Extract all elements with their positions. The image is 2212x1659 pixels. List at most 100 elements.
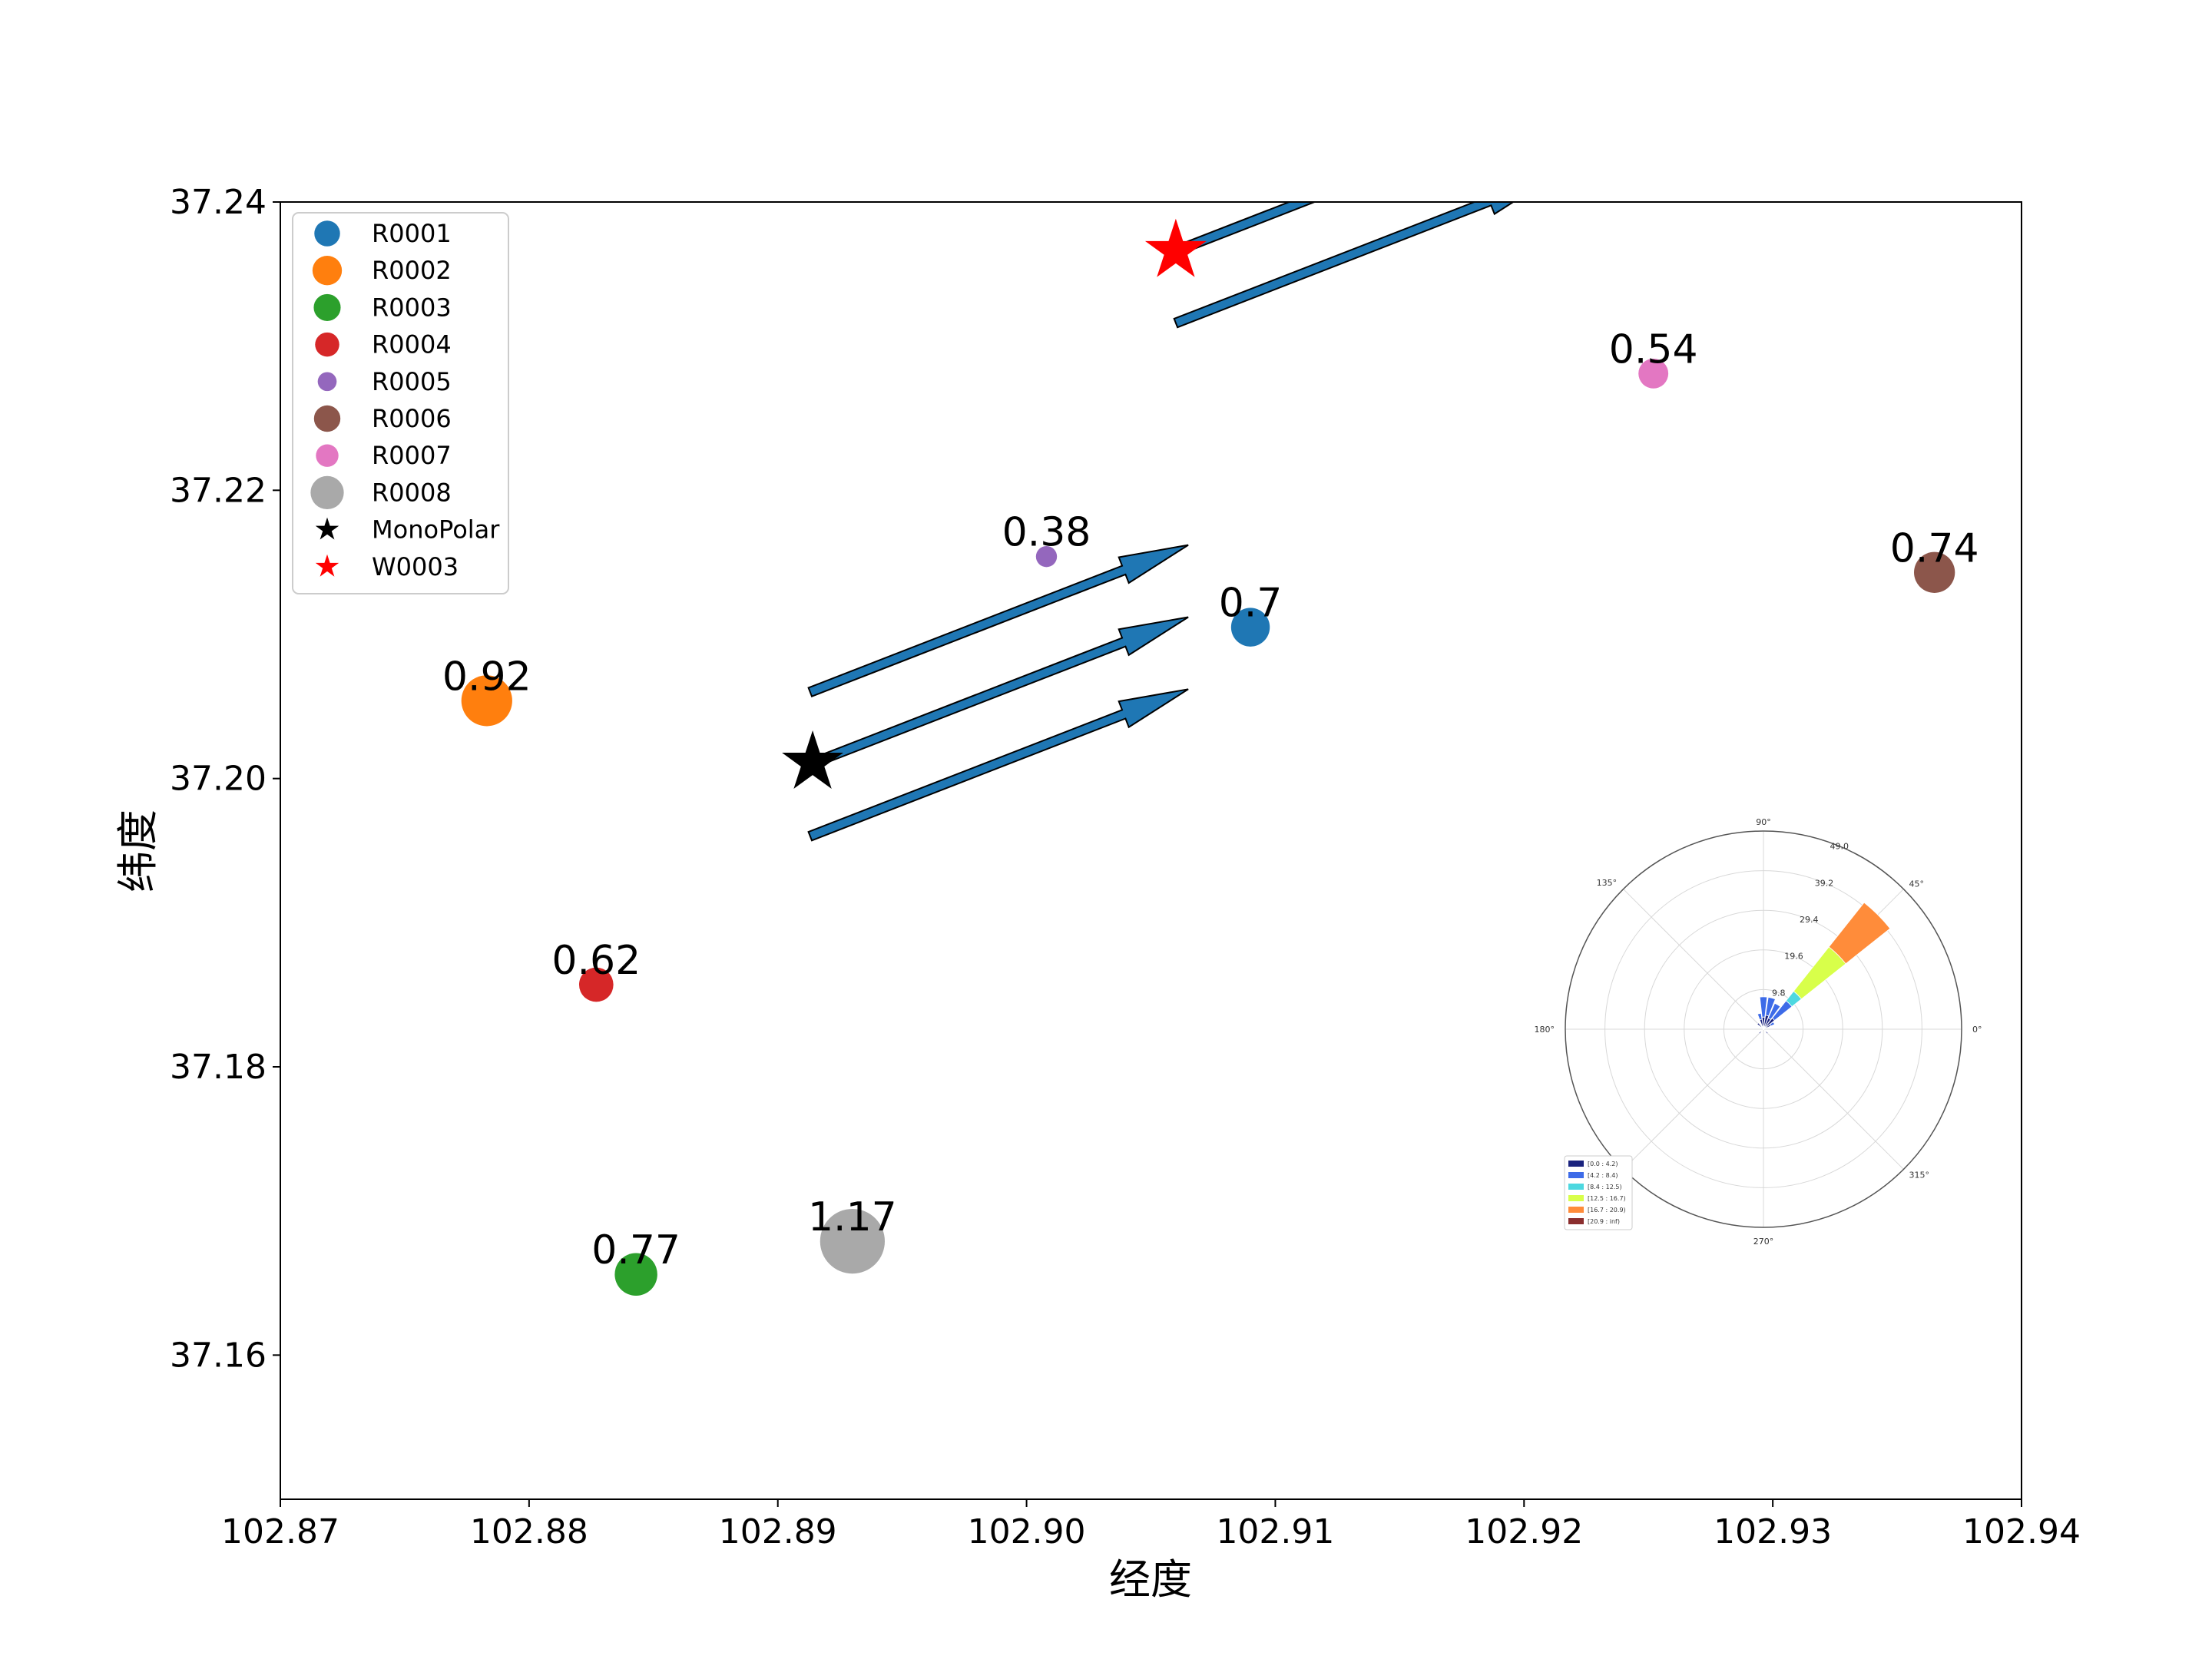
rose-bar-90-bin2 xyxy=(1759,996,1768,1018)
rose-bar-45-bin5 xyxy=(1828,902,1891,965)
value-label-r0002: 0.92 xyxy=(442,654,531,700)
point-r0006 xyxy=(1914,551,1955,593)
rose-legend-label: [4.2 : 8.4) xyxy=(1588,1172,1618,1179)
wind-rose-inset: 0° 45° 90° 135° 180° 270° 315° 9.8 19.6 29.4 39.2 4… xyxy=(1535,817,1982,1247)
wind-arrow-2 xyxy=(807,616,1189,770)
legend-marker xyxy=(317,372,337,392)
legend-label: R0002 xyxy=(372,256,452,285)
legend-item-w0003: W0003 xyxy=(315,552,459,581)
wind-arrow-1 xyxy=(807,544,1189,697)
x-tick-label: 102.88 xyxy=(470,1512,588,1551)
y-tick-label: 37.20 xyxy=(170,760,267,799)
value-label-r0005: 0.38 xyxy=(1002,510,1091,556)
legend-item-r0005: R0005 xyxy=(317,367,452,396)
rose-radial-label: 49.0 xyxy=(1830,842,1849,852)
legend-item-monopolar: MonoPolar xyxy=(315,515,500,545)
rose-spoke xyxy=(1623,1028,1764,1170)
rose-angle-label: 315° xyxy=(1909,1171,1930,1181)
y-axis-title: 纬度 xyxy=(114,810,162,892)
legend-label: R0005 xyxy=(372,367,452,396)
legend-item-r0007: R0007 xyxy=(316,441,452,470)
point-r0005 xyxy=(1035,545,1058,568)
rose-bar-30-bin2 xyxy=(1769,1022,1776,1027)
legend: R0001 R0002 R0003 R0004 R0005 R0006 R0007 R0008… xyxy=(292,212,509,594)
rose-radial-label: 39.2 xyxy=(1815,878,1834,888)
legend-label: R0004 xyxy=(372,330,452,359)
rose-angle-label: 270° xyxy=(1753,1237,1774,1247)
rose-outer-ring xyxy=(1565,830,1962,1228)
legend-box xyxy=(292,212,509,594)
wind-arrow-5 xyxy=(1173,202,1515,329)
legend-item-r0006: R0006 xyxy=(313,404,452,433)
rose-bar-105-bin2 xyxy=(1757,1012,1763,1021)
rose-legend-swatch xyxy=(1568,1161,1584,1167)
rose-legend-label: [16.7 : 20.9) xyxy=(1588,1207,1626,1214)
x-axis-title: 经度 xyxy=(1109,1555,1192,1604)
point-r0003 xyxy=(614,1253,657,1296)
legend-label: R0007 xyxy=(372,441,452,470)
rose-radial-label: 29.4 xyxy=(1800,915,1819,925)
rose-bar-315-bin1 xyxy=(1763,1028,1769,1035)
legend-marker xyxy=(314,220,340,247)
rose-bar-60-bin2 xyxy=(1767,1002,1781,1020)
value-label-r0008: 1.17 xyxy=(808,1194,897,1240)
legend-label: R0003 xyxy=(372,293,452,322)
data-points xyxy=(461,218,1955,1296)
x-tick-label: 102.90 xyxy=(968,1512,1086,1551)
rose-legend-swatch xyxy=(1568,1172,1584,1178)
rose-bar-225-bin1 xyxy=(1758,1028,1764,1035)
legend-item-r0008: R0008 xyxy=(310,475,452,510)
wind-arrows xyxy=(807,202,1515,842)
y-tick-label: 37.24 xyxy=(170,183,267,222)
legend-label: R0001 xyxy=(372,219,452,248)
x-tick-label: 102.92 xyxy=(1465,1512,1583,1551)
rose-legend-label: [20.9 : inf) xyxy=(1588,1218,1620,1225)
x-tick-label: 102.87 xyxy=(221,1512,339,1551)
legend-label: MonoPolar xyxy=(372,515,500,545)
data-labels: 0.7 0.92 0.77 0.62 0.38 0.74 0.54 1.17 xyxy=(442,326,1979,1273)
legend-label: R0008 xyxy=(372,478,452,507)
rose-legend-label: [8.4 : 12.5) xyxy=(1588,1184,1622,1190)
legend-marker xyxy=(310,475,344,510)
legend-label: W0003 xyxy=(372,552,459,581)
value-label-r0007: 0.54 xyxy=(1609,326,1698,373)
legend-item-r0002: R0002 xyxy=(312,256,452,286)
rose-legend-swatch xyxy=(1568,1184,1584,1190)
value-label-r0004: 0.62 xyxy=(551,938,641,984)
legend-marker xyxy=(313,405,341,432)
legend-item-r0001: R0001 xyxy=(314,219,452,248)
point-r0008 xyxy=(820,1208,885,1274)
rose-angle-label: 180° xyxy=(1535,1025,1555,1035)
point-r0002 xyxy=(461,675,512,727)
rose-angle-label: 0° xyxy=(1972,1025,1982,1035)
x-axis-ticks: 102.87 102.88 102.89 102.90 102.91 102.92 102.… xyxy=(221,1499,2081,1551)
x-tick-label: 102.93 xyxy=(1714,1512,1832,1551)
y-tick-label: 37.22 xyxy=(170,471,267,510)
value-label-r0006: 0.74 xyxy=(1890,525,1979,571)
legend-star-icon xyxy=(315,554,339,577)
x-tick-label: 102.89 xyxy=(719,1512,837,1551)
rose-legend-swatch xyxy=(1568,1195,1584,1201)
legend-marker xyxy=(313,293,341,321)
x-tick-label: 102.94 xyxy=(1962,1512,2081,1551)
y-tick-label: 37.16 xyxy=(170,1336,267,1375)
point-r0004 xyxy=(578,967,614,1002)
rose-legend-swatch xyxy=(1568,1207,1584,1213)
plot-frame xyxy=(280,201,2022,1500)
rose-legend-swatch xyxy=(1568,1218,1584,1224)
legend-marker xyxy=(315,332,339,357)
y-axis-ticks: 37.16 37.18 37.20 37.22 37.24 xyxy=(170,183,280,1375)
y-tick-label: 37.18 xyxy=(170,1048,267,1087)
source-marker-w0003 xyxy=(1144,218,1207,277)
point-r0007 xyxy=(1638,358,1669,389)
rose-angle-label: 90° xyxy=(1756,817,1771,827)
legend-item-r0004: R0004 xyxy=(315,330,452,359)
rose-radial-label: 9.8 xyxy=(1772,988,1786,998)
x-tick-label: 102.91 xyxy=(1216,1512,1334,1551)
rose-legend-label: [0.0 : 4.2) xyxy=(1588,1161,1618,1167)
rose-spoke xyxy=(1763,1028,1904,1170)
rose-spoke xyxy=(1623,889,1764,1030)
rose-bar-135-bin1 xyxy=(1757,1022,1764,1030)
legend-label: R0006 xyxy=(372,404,452,433)
legend-item-r0003: R0003 xyxy=(313,293,452,322)
